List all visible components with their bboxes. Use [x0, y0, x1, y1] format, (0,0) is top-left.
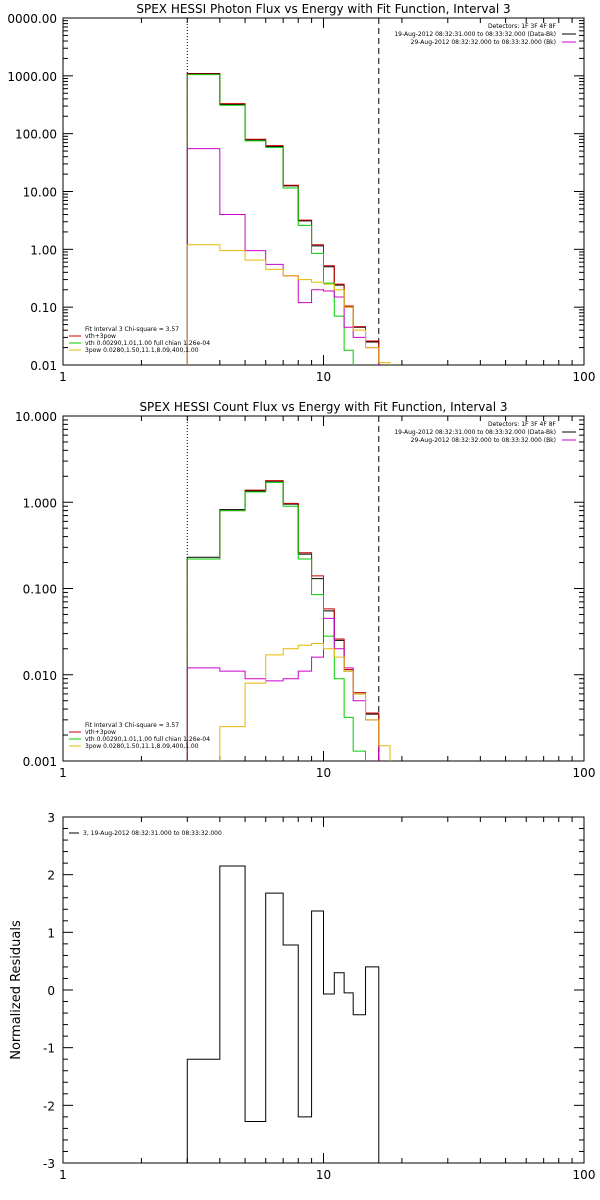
legend-entry: Fit Interval 3 Chi-square = 3.57	[85, 722, 179, 729]
y-tick-label: 1000.00	[7, 70, 57, 84]
y-tick-label: -1	[43, 1042, 55, 1056]
series-2-step-line	[186, 480, 380, 761]
y-axis-label: Normalized Residuals	[9, 920, 24, 1060]
info-line: 19-Aug-2012 08:32:31.000 to 08:33:32.000…	[394, 429, 556, 436]
y-tick-label: 0000.00	[7, 12, 57, 26]
legend-entry: 3, 19-Aug-2012 08:32:31.000 to 08:33:32.…	[83, 830, 222, 837]
chart-panel-3: 1 10 100 -3 -2 -1 0 1 2 3 Normalized Residuals 3, 1…	[9, 811, 595, 1182]
x-tick-label: 1	[59, 766, 67, 780]
y-tick-label: 3	[47, 811, 55, 825]
y-tick-label: 1.000	[23, 496, 57, 510]
series-1-step-line	[186, 865, 380, 1163]
x-tick-label: 100	[573, 766, 596, 780]
legend-entry: vth+3pow	[85, 333, 116, 340]
info-line: 29-Aug-2012 08:32:32.000 to 08:33:32.000…	[411, 437, 556, 444]
info-line: 29-Aug-2012 08:32:32.000 to 08:33:32.000…	[411, 39, 556, 46]
series-4-step-line	[186, 148, 380, 365]
legend-entry: vth 0.00290,1.01,1.00 full chian 1.26e-0…	[85, 340, 210, 347]
chart-panel-1: SPEX HESSI Photon Flux vs Energy with Fi…	[7, 2, 595, 384]
y-tick-label: 100.00	[15, 128, 57, 142]
y-tick-label: 0.01	[30, 359, 57, 373]
info-line: 19-Aug-2012 08:32:31.000 to 08:33:32.000…	[394, 31, 556, 38]
y-tick-label: 0.001	[23, 755, 57, 769]
y-tick-label: 0.10	[30, 301, 57, 315]
legend-entry: vth+3pow	[85, 729, 116, 736]
y-tick-label: 1.00	[30, 243, 57, 257]
legend-entry: 3pow 0.0280,1.50,11.1,8.09,400,1.00	[85, 743, 199, 750]
series-5-step-line	[186, 244, 391, 365]
x-tick-label: 10	[316, 766, 331, 780]
legend-entry: Fit Interval 3 Chi-square = 3.57	[85, 326, 179, 333]
chart-title: SPEX HESSI Photon Flux vs Energy with Fi…	[136, 2, 510, 16]
chart-panel-2: SPEX HESSI Count Flux vs Energy with Fit…	[15, 400, 595, 780]
y-tick-label: 0	[47, 984, 55, 998]
info-line: Detectors: 1F 3F 4F 8F	[488, 23, 557, 30]
chart-title: SPEX HESSI Count Flux vs Energy with Fit…	[139, 400, 507, 414]
y-tick-label: 0.100	[23, 583, 57, 597]
info-line: Detectors: 1F 3F 4F 8F	[488, 421, 557, 428]
series-1-step-line	[186, 72, 380, 365]
x-tick-label: 100	[573, 1168, 596, 1182]
series-5-step-line	[186, 643, 391, 761]
y-tick-label: 10.00	[23, 186, 57, 200]
y-tick-label: 1	[47, 926, 55, 940]
x-tick-label: 10	[316, 1168, 331, 1182]
legend-entry: 3pow 0.0280,1.50,11.1,8.09,400,1.00	[85, 347, 199, 354]
series-4-step-line	[186, 617, 380, 761]
x-tick-label: 100	[573, 370, 596, 384]
x-tick-label: 1	[59, 1168, 67, 1182]
x-tick-label: 10	[316, 370, 331, 384]
legend-entry: vth 0.00290,1.01,1.00 full chian 1.26e-0…	[85, 736, 210, 743]
y-tick-label: 2	[47, 869, 55, 883]
series-3-step-line	[186, 74, 354, 365]
y-tick-label: 0.010	[23, 669, 57, 683]
series-3-step-line	[186, 481, 367, 761]
series-1-step-line	[186, 480, 380, 761]
plot-frame	[62, 17, 585, 366]
series-2-step-line	[186, 73, 380, 365]
x-tick-label: 1	[59, 370, 67, 384]
y-tick-label: 10.000	[15, 410, 57, 424]
y-tick-label: -3	[43, 1157, 55, 1171]
y-tick-label: -2	[43, 1099, 55, 1113]
